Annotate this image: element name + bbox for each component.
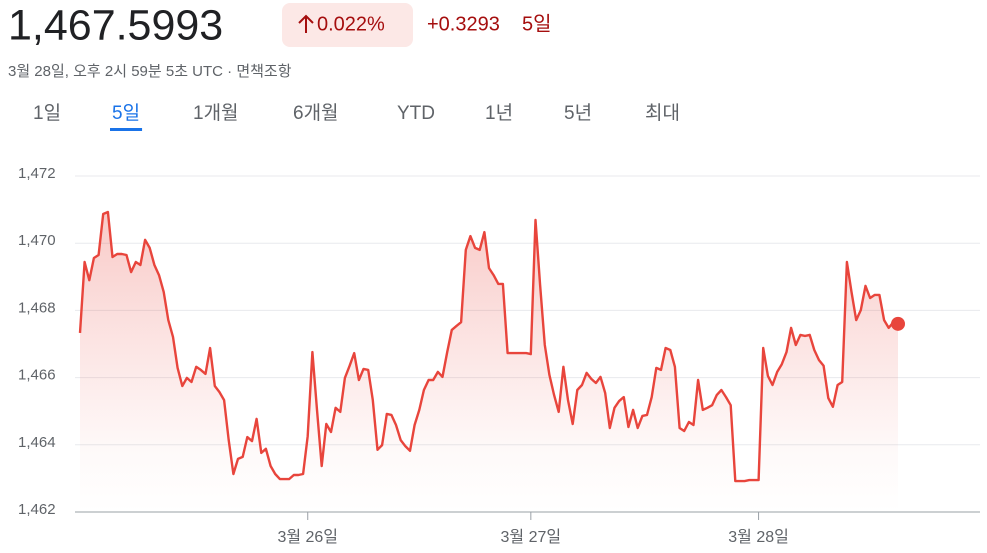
price-line	[78, 210, 899, 483]
area	[80, 212, 898, 512]
y-tick-label: 1,468	[18, 299, 56, 316]
x-tick-label: 3월 27일	[501, 528, 562, 546]
range-tab[interactable]: 1개월	[193, 102, 239, 124]
range-tab[interactable]: 최대	[645, 102, 680, 124]
price: 1,467.5993	[8, 1, 223, 49]
change-badge	[282, 3, 413, 47]
range-tab[interactable]: 1일	[33, 102, 61, 124]
range-tab[interactable]: 5일	[112, 102, 140, 124]
y-tick-label: 1,464	[18, 434, 56, 451]
change: +0.3293	[427, 13, 500, 35]
y-tick-label: 1,462	[18, 501, 56, 518]
y-tick-label: 1,472	[18, 165, 56, 182]
range-tab[interactable]: 6개월	[293, 102, 339, 124]
x-tick-label: 3월 28일	[728, 528, 789, 546]
period: 5일	[522, 12, 552, 35]
timestamp: 3월 28일, 오후 2시 59분 5초 UTC · 면책조항	[8, 63, 292, 80]
y-tick-label: 1,466	[18, 367, 56, 384]
tab-underline	[110, 128, 143, 131]
range-tab[interactable]: 5년	[564, 102, 592, 124]
up-arrow	[298, 14, 314, 33]
y-tick-label: 1,470	[18, 232, 56, 249]
range-tab[interactable]: YTD	[397, 103, 435, 124]
last-point	[891, 316, 905, 331]
x-tick-label: 3월 26일	[277, 528, 338, 546]
change-percent: 0.022%	[317, 13, 385, 35]
range-tab[interactable]: 1년	[485, 102, 513, 124]
